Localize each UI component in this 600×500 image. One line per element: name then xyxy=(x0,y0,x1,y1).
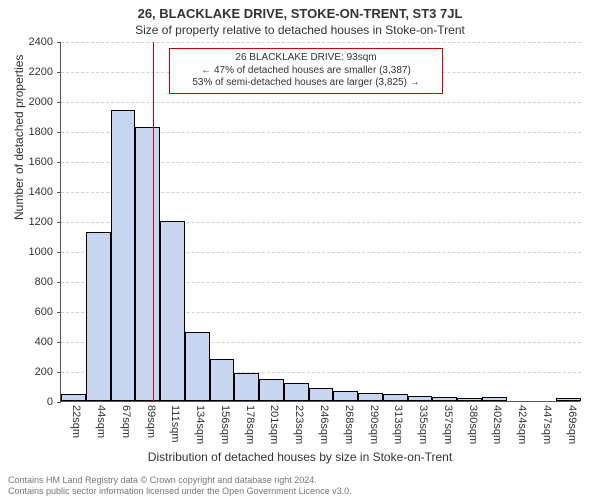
gridline xyxy=(61,42,581,43)
ytick-mark xyxy=(57,132,61,133)
xtick-label: 89sqm xyxy=(145,405,157,438)
histogram-bar xyxy=(86,232,111,402)
xtick-label: 380sqm xyxy=(467,405,479,444)
xtick-label: 201sqm xyxy=(268,405,280,444)
histogram-bar xyxy=(457,398,482,401)
chart-area: 0200400600800100012001400160018002000220… xyxy=(60,42,580,402)
ytick-label: 2400 xyxy=(13,36,53,48)
ytick-mark xyxy=(57,252,61,253)
histogram-bar xyxy=(210,359,235,401)
ytick-label: 600 xyxy=(13,306,53,318)
annotation-line: 53% of semi-detached houses are larger (… xyxy=(176,77,436,90)
histogram-bar xyxy=(383,394,408,401)
ytick-label: 0 xyxy=(13,396,53,408)
title-sub: Size of property relative to detached ho… xyxy=(0,21,600,37)
footer-line-2: Contains public sector information licen… xyxy=(8,486,352,496)
histogram-bar xyxy=(309,388,334,402)
xtick-label: 111sqm xyxy=(169,405,181,443)
ytick-label: 800 xyxy=(13,276,53,288)
histogram-bar xyxy=(111,110,136,401)
xtick-label: 402sqm xyxy=(491,405,503,444)
ytick-mark xyxy=(57,72,61,73)
xtick-label: 44sqm xyxy=(95,405,107,438)
histogram-bar xyxy=(432,397,457,402)
footer-line-1: Contains HM Land Registry data © Crown c… xyxy=(8,475,352,485)
xtick-label: 178sqm xyxy=(244,405,256,444)
ytick-mark xyxy=(57,312,61,313)
ytick-mark xyxy=(57,192,61,193)
ytick-mark xyxy=(57,282,61,283)
ytick-mark xyxy=(57,222,61,223)
annotation-line: 26 BLACKLAKE DRIVE: 93sqm xyxy=(176,52,436,65)
xtick-label: 447sqm xyxy=(541,405,553,444)
ytick-label: 2000 xyxy=(13,96,53,108)
ytick-mark xyxy=(57,372,61,373)
xtick-label: 313sqm xyxy=(392,405,404,444)
histogram-bar xyxy=(333,391,358,402)
xtick-label: 469sqm xyxy=(566,405,578,444)
ytick-mark xyxy=(57,162,61,163)
ytick-mark xyxy=(57,42,61,43)
histogram-bar xyxy=(259,379,284,402)
xtick-label: 246sqm xyxy=(318,405,330,444)
ytick-label: 2200 xyxy=(13,66,53,78)
histogram-bar xyxy=(482,397,507,402)
xtick-label: 134sqm xyxy=(194,405,206,444)
title-main: 26, BLACKLAKE DRIVE, STOKE-ON-TRENT, ST3… xyxy=(0,0,600,21)
histogram-bar xyxy=(358,393,383,401)
gridline xyxy=(61,102,581,103)
xtick-label: 357sqm xyxy=(442,405,454,444)
xtick-label: 290sqm xyxy=(368,405,380,444)
ytick-label: 1600 xyxy=(13,156,53,168)
ytick-label: 200 xyxy=(13,366,53,378)
ytick-label: 1200 xyxy=(13,216,53,228)
xtick-label: 268sqm xyxy=(343,405,355,444)
xtick-label: 22sqm xyxy=(70,405,82,438)
annotation-line: ← 47% of detached houses are smaller (3,… xyxy=(176,65,436,78)
xtick-label: 424sqm xyxy=(516,405,528,444)
xtick-label: 67sqm xyxy=(120,405,132,438)
xtick-label: 156sqm xyxy=(219,405,231,444)
footer-attribution: Contains HM Land Registry data © Crown c… xyxy=(8,475,352,496)
histogram-bar xyxy=(234,373,259,402)
ytick-label: 400 xyxy=(13,336,53,348)
histogram-bar xyxy=(556,398,581,401)
histogram-bar xyxy=(135,127,160,402)
ytick-label: 1000 xyxy=(13,246,53,258)
histogram-bar xyxy=(185,332,210,401)
histogram-bar xyxy=(160,221,185,401)
histogram-bar xyxy=(284,383,309,401)
xtick-label: 335sqm xyxy=(417,405,429,444)
ytick-label: 1400 xyxy=(13,186,53,198)
property-annotation-box: 26 BLACKLAKE DRIVE: 93sqm← 47% of detach… xyxy=(169,48,443,94)
xtick-label: 223sqm xyxy=(293,405,305,444)
ytick-mark xyxy=(57,402,61,403)
x-axis-label: Distribution of detached houses by size … xyxy=(0,450,600,464)
property-marker-line xyxy=(153,42,154,402)
plot-region: 0200400600800100012001400160018002000220… xyxy=(60,42,580,402)
histogram-bar xyxy=(408,396,433,401)
chart-container: 26, BLACKLAKE DRIVE, STOKE-ON-TRENT, ST3… xyxy=(0,0,600,500)
ytick-mark xyxy=(57,342,61,343)
ytick-label: 1800 xyxy=(13,126,53,138)
ytick-mark xyxy=(57,102,61,103)
histogram-bar xyxy=(61,394,86,402)
